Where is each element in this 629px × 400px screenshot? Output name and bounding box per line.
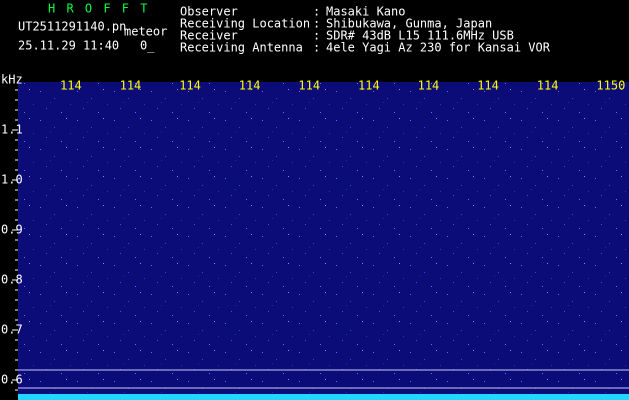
app-name: H R O F F T — [48, 2, 149, 16]
time-label: 114 — [537, 79, 559, 93]
freq-label: 0.6 — [1, 373, 23, 387]
status: 0_ — [140, 39, 155, 53]
time-label: 114 — [418, 79, 440, 93]
axis-unit: kHz — [1, 73, 23, 87]
info-value: SDR# 43dB L15 111.6MHz USB — [326, 29, 514, 43]
axes: 114 114 114 114 114 114 114 114 114 1150 1.1 1.0 0.9… — [1, 79, 625, 391]
info-value: Shibukawa, Gunma, Japan — [326, 17, 492, 31]
signal-trace — [18, 394, 629, 400]
info-sep: : — [313, 41, 320, 55]
time-label: 114 — [120, 79, 142, 93]
datetime: 25.11.29 11:40 — [18, 39, 119, 53]
info-sep: : — [313, 5, 320, 19]
time-label: 114 — [60, 79, 82, 93]
freq-label: 1.1 — [1, 123, 23, 137]
freq-label: 0.9 — [1, 223, 23, 237]
info-label: Receiver — [180, 29, 238, 43]
time-label: 114 — [298, 79, 320, 93]
freq-label: 0.7 — [1, 323, 23, 337]
info-value: 4ele Yagi Az 230 for Kansai VOR — [326, 41, 551, 55]
time-label: 114 — [239, 79, 261, 93]
time-label: 114 — [477, 79, 499, 93]
freq-label: 1.0 — [1, 173, 23, 187]
info-value: Masaki Kano — [326, 5, 405, 19]
time-label: 114 — [358, 79, 380, 93]
freq-label: 0.8 — [1, 273, 23, 287]
info-label: Receiving Antenna — [180, 41, 303, 55]
info-sep: : — [313, 29, 320, 43]
info-label: Observer — [180, 5, 238, 19]
time-label: 1150 — [596, 79, 625, 93]
file-name: UT2511291140.pn — [18, 20, 126, 34]
mode: meteor — [124, 25, 167, 39]
spectrogram — [18, 82, 629, 395]
info-label: Receiving Location — [180, 17, 310, 31]
time-label: 114 — [179, 79, 201, 93]
info-block: Observer: Masaki Kano Receiving Location: S… — [180, 5, 551, 55]
info-sep: : — [313, 17, 320, 31]
